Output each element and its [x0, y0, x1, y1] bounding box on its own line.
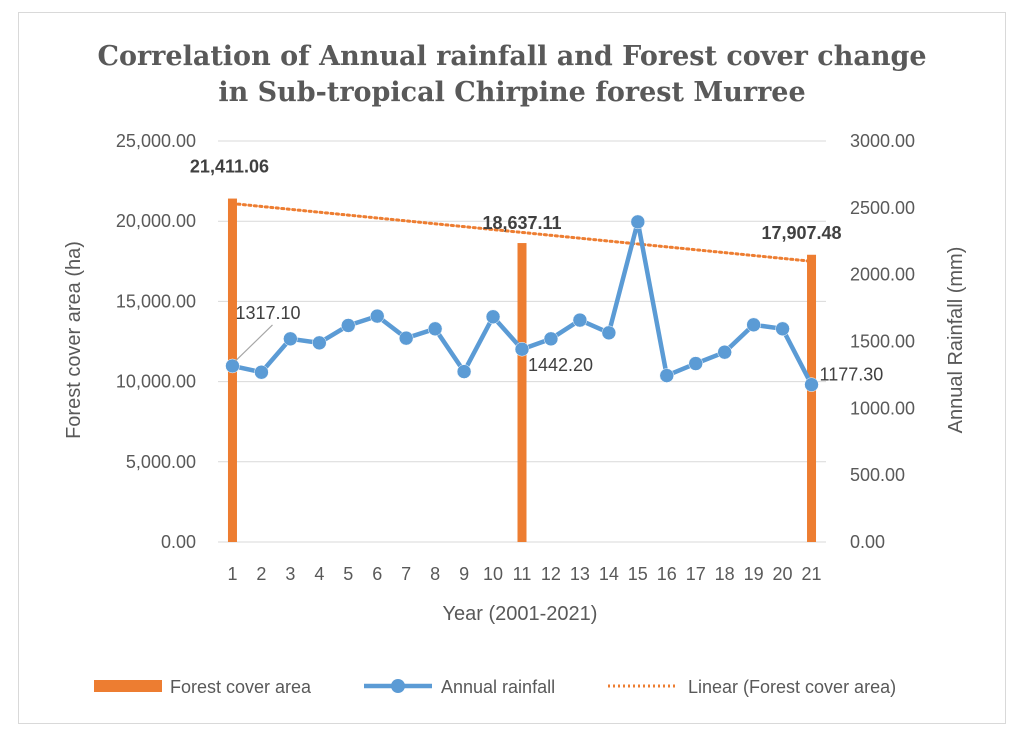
right-tick-label: 3000.00 [850, 131, 915, 151]
left-axis-ticks: 0.00 5,000.00 10,000.00 15,000.00 20,000.00 2… [116, 131, 196, 552]
rainfall-point [398, 330, 414, 346]
rainfall-point [804, 377, 819, 392]
left-tick-label: 5,000.00 [126, 452, 196, 472]
forest-cover-data-label: 17,907.48 [761, 223, 841, 243]
x-tick-label: 11 [513, 564, 532, 584]
rainfall-series [225, 214, 819, 392]
rainfall-data-label: 1317.10 [235, 303, 300, 323]
x-tick-label: 12 [541, 564, 561, 584]
right-tick-label: 2500.00 [850, 198, 915, 218]
left-tick-label: 15,000.00 [116, 291, 196, 311]
trendline [230, 202, 814, 263]
right-axis-label: Annual Rainfall (mm) [945, 247, 967, 434]
x-tick-label: 7 [401, 564, 411, 584]
legend-label-rainfall: Annual rainfall [441, 677, 555, 697]
trendline-group [230, 202, 814, 263]
forest-cover-data-label: 21,411.06 [190, 157, 269, 177]
x-tick-label: 14 [599, 564, 619, 584]
chart-frame [18, 12, 1006, 724]
rainfall-point [283, 331, 298, 347]
x-tick-label: 19 [744, 564, 764, 584]
legend: Forest cover area Annual rainfall Linear… [94, 677, 896, 697]
right-tick-label: 0.00 [850, 532, 885, 552]
x-axis-ticks: 1 2 3 4 5 6 7 8 9 10 11 12 13 14 15 16 17 18 19 20 21 [227, 564, 821, 584]
rainfall-point [543, 331, 559, 347]
x-tick-label: 5 [343, 564, 353, 584]
x-tick-label: 16 [657, 564, 677, 584]
left-tick-label: 0.00 [161, 532, 196, 552]
right-tick-label: 1500.00 [850, 332, 915, 352]
forest-cover-bar [807, 254, 817, 542]
rainfall-point [485, 309, 501, 325]
rainfall-point [225, 358, 240, 374]
legend-swatch-rainfall-marker [391, 679, 405, 693]
x-tick-label: 3 [285, 564, 295, 584]
x-tick-label: 15 [628, 564, 648, 584]
x-tick-label: 17 [686, 564, 706, 584]
x-tick-label: 18 [715, 564, 735, 584]
x-tick-label: 1 [227, 564, 237, 584]
x-tick-label: 4 [314, 564, 324, 584]
rainfall-label-leader [235, 324, 273, 362]
rainfall-point [746, 317, 761, 333]
forest-cover-bars [227, 198, 817, 543]
rainfall-point [688, 356, 703, 371]
chart-title-line-2: in Sub-tropical Chirpine forest Murree [218, 77, 805, 108]
right-tick-label: 1000.00 [850, 398, 915, 418]
x-tick-label: 20 [773, 564, 793, 584]
rainfall-point [572, 312, 588, 328]
gridlines [218, 140, 826, 543]
rainfall-point [312, 335, 327, 351]
forest-cover-data-label: 18,637.11 [482, 213, 561, 233]
left-tick-label: 25,000.00 [116, 131, 196, 151]
x-tick-label: 8 [430, 564, 440, 584]
legend-label-forest-cover: Forest cover area [170, 677, 312, 697]
rainfall-point [456, 364, 472, 379]
x-tick-label: 13 [570, 564, 590, 584]
chart-title-line-1: Correlation of Annual rainfall and Fores… [97, 41, 926, 72]
forest-cover-bar [517, 243, 527, 542]
rainfall-point [775, 321, 790, 337]
legend-swatch-forest-cover [94, 680, 162, 692]
right-tick-label: 2000.00 [850, 265, 915, 285]
rainfall-point [717, 344, 732, 360]
left-axis-label: Forest cover area (ha) [63, 241, 85, 439]
right-tick-label: 500.00 [850, 465, 905, 485]
rainfall-point [659, 368, 675, 383]
x-tick-label: 2 [256, 564, 266, 584]
x-tick-label: 21 [802, 564, 822, 584]
rainfall-data-label: 1177.30 [820, 365, 884, 385]
rainfall-point [514, 341, 530, 357]
x-tick-label: 6 [372, 564, 382, 584]
left-tick-label: 10,000.00 [116, 372, 196, 392]
x-axis-label: Year (2001-2021) [443, 603, 598, 625]
rainfall-point [369, 308, 385, 324]
x-tick-label: 9 [459, 564, 469, 584]
rainfall-point [427, 321, 443, 337]
left-tick-label: 20,000.00 [116, 211, 196, 231]
right-axis-ticks: 0.00 500.00 1000.00 1500.00 2000.00 2500.00 30… [850, 131, 915, 552]
rainfall-data-label: 1442.20 [528, 355, 593, 375]
rainfall-point [254, 364, 269, 380]
rainfall-point [630, 214, 646, 230]
rainfall-point [601, 325, 617, 341]
x-tick-label: 10 [483, 564, 503, 584]
legend-label-trendline: Linear (Forest cover area) [688, 677, 896, 697]
chart-title: Correlation of Annual rainfall and Fores… [97, 41, 926, 108]
data-labels: 21,411.06 18,637.11 17,907.48 1317.10 1442.2… [190, 157, 883, 385]
rainfall-point [341, 318, 356, 333]
